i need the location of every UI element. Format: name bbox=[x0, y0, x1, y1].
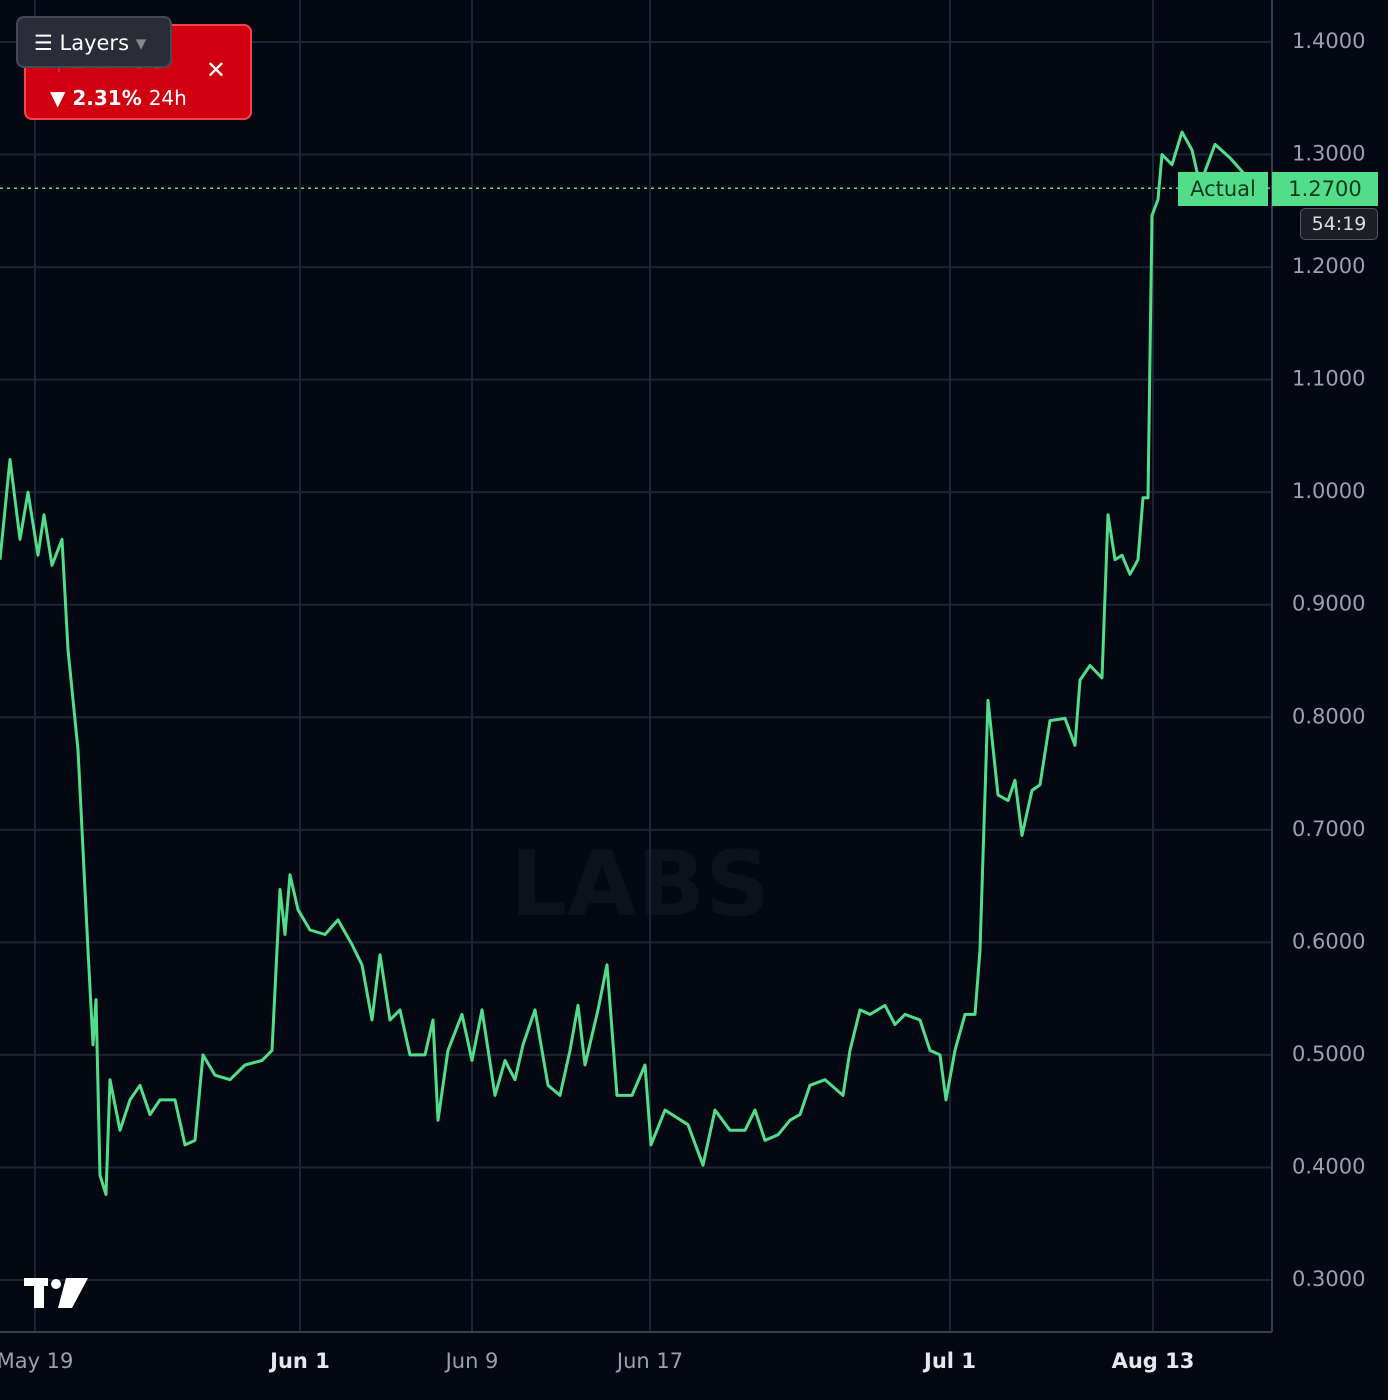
tv-logo bbox=[24, 1278, 88, 1308]
y-tick-label: 1.0000 bbox=[1292, 479, 1365, 503]
layers-label: Layers bbox=[59, 31, 130, 55]
y-tick-label: 0.8000 bbox=[1292, 704, 1365, 728]
x-tick-label: Jun 1 bbox=[268, 1349, 330, 1373]
y-tick-label: 1.3000 bbox=[1292, 142, 1365, 166]
x-tick-label: Jun 9 bbox=[444, 1349, 499, 1373]
y-tick-label: 1.1000 bbox=[1292, 367, 1365, 391]
price-tag: 1.2700 bbox=[1272, 172, 1378, 206]
y-tick-label: 0.7000 bbox=[1292, 817, 1365, 841]
x-tick-label: May 19 bbox=[0, 1349, 73, 1373]
period: 24h bbox=[148, 86, 187, 110]
change-value: 2.31% bbox=[72, 86, 142, 110]
price-tag-label: Actual bbox=[1178, 172, 1268, 206]
watermark: LABS bbox=[510, 832, 770, 937]
y-tick-label: 0.6000 bbox=[1292, 929, 1365, 953]
y-tick-label: 0.5000 bbox=[1292, 1042, 1365, 1066]
y-tick-label: 0.9000 bbox=[1292, 592, 1365, 616]
countdown: 54:19 bbox=[1300, 208, 1378, 240]
x-tick-label: Aug 13 bbox=[1112, 1349, 1195, 1373]
close-button[interactable]: ✕ bbox=[205, 56, 226, 84]
y-tick-label: 0.4000 bbox=[1292, 1154, 1365, 1178]
y-tick-label: 0.3000 bbox=[1292, 1267, 1365, 1291]
x-tick-label: Jul 1 bbox=[922, 1349, 976, 1373]
price-line bbox=[0, 130, 1247, 1196]
y-tick-label: 1.4000 bbox=[1292, 29, 1365, 53]
x-tick-label: Jun 17 bbox=[615, 1349, 683, 1373]
layers-button[interactable]: ☰ Layers ▾ bbox=[16, 16, 172, 68]
change: ▼ 2.31% 24h bbox=[50, 86, 187, 110]
y-tick-label: 1.2000 bbox=[1292, 254, 1365, 278]
